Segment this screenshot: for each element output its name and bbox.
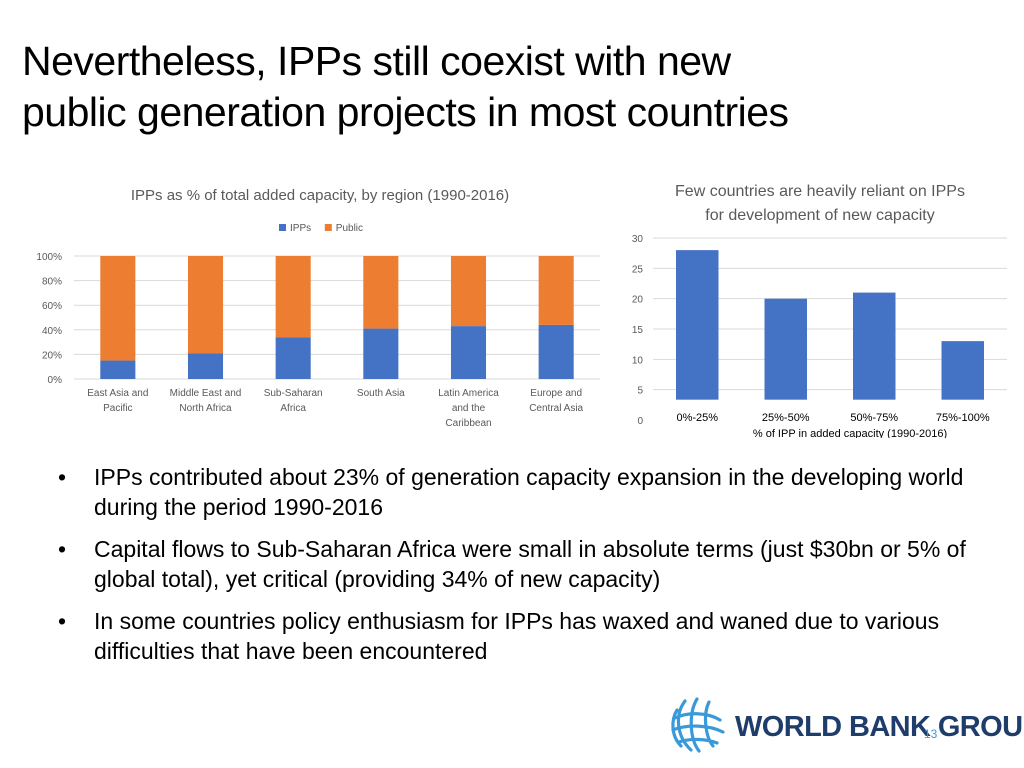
y-tick-label: 30 xyxy=(632,234,644,245)
bar-ipps xyxy=(100,360,136,379)
chart-title: for development of new capacity xyxy=(705,207,934,224)
bar-ipps xyxy=(275,337,311,379)
y-tick-label: 60% xyxy=(42,301,62,312)
x-tick-label: South Asia xyxy=(357,388,405,399)
y-tick-label: 20 xyxy=(632,295,644,306)
y-tick-label: 40% xyxy=(42,326,62,337)
legend-swatch xyxy=(279,224,286,231)
y-tick-label: 20% xyxy=(42,350,62,361)
y-tick-label: 80% xyxy=(42,277,62,288)
x-tick-label: Middle East and xyxy=(170,388,242,399)
x-tick-label: 75%-100% xyxy=(936,412,990,424)
x-tick-label: 25%-50% xyxy=(762,412,810,424)
bullet-marker: • xyxy=(58,608,67,634)
y-tick-label: 0% xyxy=(48,375,63,386)
bar xyxy=(764,298,807,400)
reliance-bar-chart: Few countries are heavily reliant on IPP… xyxy=(617,176,1012,438)
bar xyxy=(853,292,896,400)
x-tick-label: Caribbean xyxy=(445,418,491,429)
bullet-text: In some countries policy enthusiasm for … xyxy=(94,608,940,664)
slide-title: Nevertheless, IPPs still coexist with ne… xyxy=(22,36,1012,138)
x-tick-label: Europe and xyxy=(530,388,582,399)
bullet-item: • IPPs contributed about 23% of generati… xyxy=(58,462,998,522)
bullet-text: IPPs contributed about 23% of generation… xyxy=(94,464,964,520)
x-tick-label: North Africa xyxy=(179,403,232,414)
logo-text: WORLD BANK GROUP xyxy=(735,711,1024,743)
legend-label: IPPs xyxy=(290,223,311,234)
bar xyxy=(676,250,719,400)
chart-title: IPPs as % of total added capacity, by re… xyxy=(131,187,509,204)
bar-ipps xyxy=(363,328,399,379)
bar-public xyxy=(187,256,224,354)
x-tick-label: East Asia and xyxy=(87,388,148,399)
bar-ipps xyxy=(450,326,487,379)
legend-swatch xyxy=(324,224,332,231)
title-line-1: Nevertheless, IPPs still coexist with ne… xyxy=(22,38,731,84)
x-tick-label: and the xyxy=(452,403,486,414)
bar-public xyxy=(450,256,487,327)
y-tick-label: 15 xyxy=(632,325,644,336)
bullet-item: • Capital flows to Sub-Saharan Africa we… xyxy=(58,534,998,594)
bullet-list: • IPPs contributed about 23% of generati… xyxy=(58,462,998,678)
x-tick-label: Latin America xyxy=(438,388,499,399)
world-bank-group-logo: WORLD BANK GROUP xyxy=(667,694,1024,760)
reliance-chart-svg: Few countries are heavily reliant on IPP… xyxy=(632,183,1007,438)
title-line-2: public generation projects in most count… xyxy=(22,89,789,135)
y-tick-label: 10 xyxy=(632,355,644,366)
y-tick-label: 25 xyxy=(632,264,644,275)
globe-icon xyxy=(671,697,725,753)
bar-public xyxy=(538,256,574,325)
regional-chart-svg: IPPs as % of total added capacity, by re… xyxy=(36,187,600,429)
bar-public xyxy=(275,256,311,338)
bullet-item: • In some countries policy enthusiasm fo… xyxy=(58,606,998,666)
bar-ipps xyxy=(538,324,574,379)
bar-ipps xyxy=(187,353,224,379)
bullet-marker: • xyxy=(58,464,67,490)
chart-title: Few countries are heavily reliant on IPP… xyxy=(675,183,965,200)
page-number: 13 xyxy=(924,727,938,741)
x-tick-label: Sub-Saharan xyxy=(264,388,323,399)
bar-public xyxy=(363,256,399,329)
bar xyxy=(941,341,984,400)
x-tick-label: Africa xyxy=(280,403,306,414)
x-tick-label: 50%-75% xyxy=(850,412,898,424)
y-tick-label: 100% xyxy=(36,252,62,263)
bullet-marker: • xyxy=(58,536,67,562)
y-tick-label: 0 xyxy=(637,416,643,427)
bullet-text: Capital flows to Sub-Saharan Africa were… xyxy=(94,536,966,592)
y-tick-label: 5 xyxy=(637,386,643,397)
x-tick-label: Central Asia xyxy=(529,403,583,414)
x-tick-label: 0%-25% xyxy=(676,412,718,424)
regional-stacked-bar-chart: IPPs as % of total added capacity, by re… xyxy=(30,176,610,438)
x-tick-label: Pacific xyxy=(103,403,132,414)
legend-label: Public xyxy=(336,223,363,234)
x-axis-label: % of IPP in added capacity (1990-2016) xyxy=(753,428,947,438)
bar-public xyxy=(100,256,136,361)
